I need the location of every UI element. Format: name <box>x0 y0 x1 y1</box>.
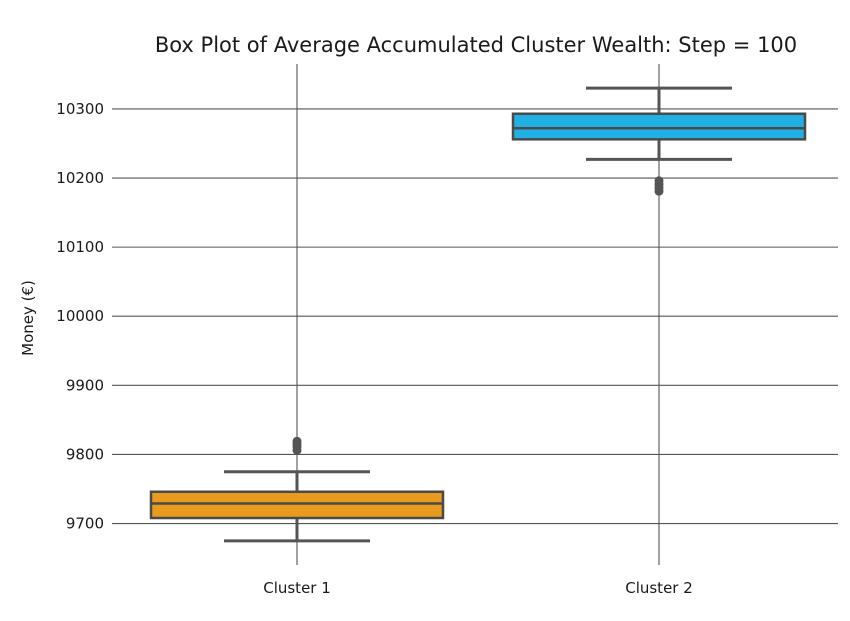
box-1 <box>149 436 445 543</box>
y-tick-label: 9700 <box>66 515 104 533</box>
box-iqr <box>149 490 445 520</box>
y-tick-label: 10100 <box>56 238 104 256</box>
y-tick-label: 9800 <box>66 445 104 463</box>
x-tick-label: Cluster 1 <box>263 579 331 597</box>
x-tick-label: Cluster 2 <box>625 579 693 597</box>
y-tick-label: 10300 <box>56 100 104 118</box>
y-tick-label: 9900 <box>66 376 104 394</box>
chart-title: Box Plot of Average Accumulated Cluster … <box>155 33 797 57</box>
y-axis-ticks: 9700 9800 9900 10000 10100 10200 10300 <box>56 100 104 533</box>
boxes <box>149 86 807 543</box>
y-axis-label: Money (€) <box>19 280 37 356</box>
outlier-point <box>654 176 664 186</box>
y-tick-label: 10000 <box>56 307 104 325</box>
box-2 <box>511 86 807 196</box>
outlier-point <box>292 436 302 446</box>
y-tick-label: 10200 <box>56 169 104 187</box>
box-iqr <box>511 112 807 141</box>
x-axis-ticks: Cluster 1 Cluster 2 <box>263 579 693 597</box>
gridlines <box>112 64 838 565</box>
